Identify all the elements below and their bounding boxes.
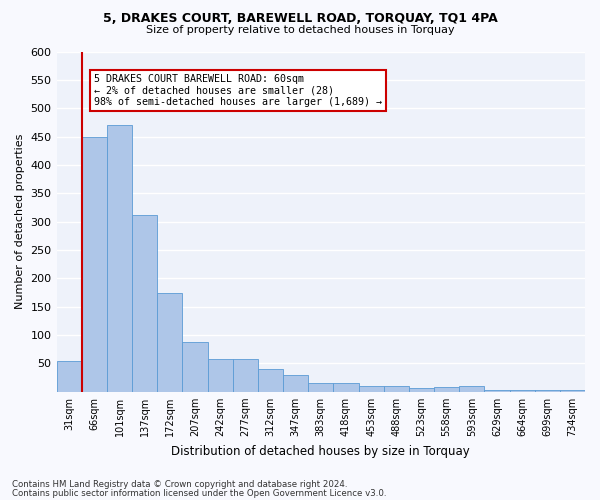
Bar xyxy=(132,215,157,392)
Bar xyxy=(535,390,560,392)
Bar xyxy=(560,390,585,392)
Bar xyxy=(208,360,233,392)
Text: 5, DRAKES COURT, BAREWELL ROAD, TORQUAY, TQ1 4PA: 5, DRAKES COURT, BAREWELL ROAD, TORQUAY,… xyxy=(103,12,497,26)
Bar xyxy=(409,388,434,392)
Bar xyxy=(233,360,258,392)
Bar xyxy=(359,386,383,392)
Bar xyxy=(509,390,535,392)
Bar xyxy=(334,384,359,392)
Bar xyxy=(383,386,409,392)
Bar xyxy=(56,360,82,392)
Bar xyxy=(182,342,208,392)
Text: Contains public sector information licensed under the Open Government Licence v3: Contains public sector information licen… xyxy=(12,489,386,498)
Bar xyxy=(258,369,283,392)
Text: Size of property relative to detached houses in Torquay: Size of property relative to detached ho… xyxy=(146,25,454,35)
Bar xyxy=(107,125,132,392)
Bar xyxy=(308,384,334,392)
Text: 5 DRAKES COURT BAREWELL ROAD: 60sqm
← 2% of detached houses are smaller (28)
98%: 5 DRAKES COURT BAREWELL ROAD: 60sqm ← 2%… xyxy=(94,74,382,108)
Bar xyxy=(82,136,107,392)
Bar xyxy=(157,292,182,392)
X-axis label: Distribution of detached houses by size in Torquay: Distribution of detached houses by size … xyxy=(172,444,470,458)
Y-axis label: Number of detached properties: Number of detached properties xyxy=(15,134,25,310)
Bar xyxy=(283,375,308,392)
Text: Contains HM Land Registry data © Crown copyright and database right 2024.: Contains HM Land Registry data © Crown c… xyxy=(12,480,347,489)
Bar xyxy=(434,388,459,392)
Bar xyxy=(484,390,509,392)
Bar xyxy=(459,386,484,392)
